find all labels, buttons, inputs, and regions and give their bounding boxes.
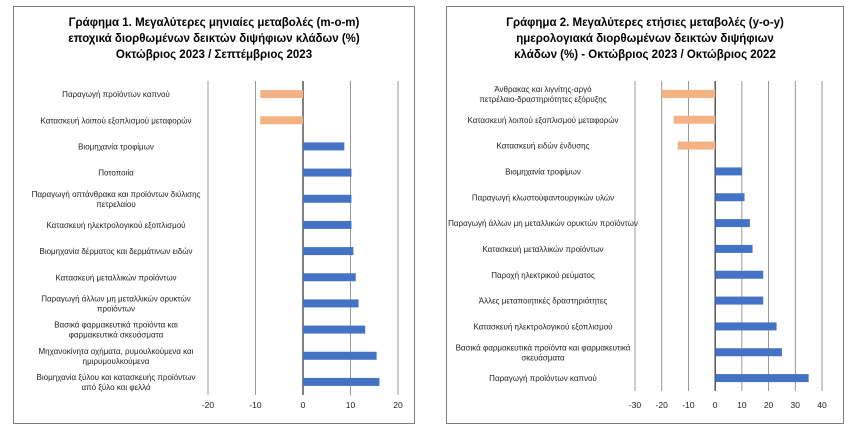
category-label: Κατασκευή ηλεκτρολογικού εξοπλισμού (46, 221, 185, 230)
x-tick-label: 10 (346, 400, 356, 410)
bar (303, 247, 354, 256)
bar (715, 348, 782, 357)
x-tick-label: -10 (682, 400, 695, 410)
category-label: Ποτοποιία (98, 169, 134, 178)
category-label: Βασικά φαρμακευτικά προϊόντα και φαρμακευ… (54, 321, 178, 340)
category-label: Κατασκευή μεταλλικών προϊόντων (482, 245, 603, 254)
chart-panel-2: Γράφημα 2. Μεγαλύτερες ετήσιες μεταβολές… (446, 6, 844, 424)
x-tick-label: 10 (737, 400, 747, 410)
category-label: Παραγωγή προϊόντων καπνού (489, 374, 597, 383)
category-label: Παραγωγή άλλων μη μεταλλικών ορυκτών προϊ… (41, 294, 190, 313)
category-label: Παροχή ηλεκτρικού ρεύματος (491, 271, 595, 280)
x-tick-label: -30 (629, 400, 642, 410)
category-label: Βιομηχανία τροφίμων (505, 167, 581, 176)
category-label: Παραγωγή προϊόντων καπνού (62, 90, 170, 99)
category-label: Κατασκευή λοιπού εξοπλισμού μεταφορών (40, 116, 191, 125)
bar (303, 351, 377, 360)
bar (303, 325, 366, 334)
category-label: Βιομηχανία ξύλου και κατασκευής προϊόντω… (37, 373, 196, 392)
category-label: Βασικά φαρμακευτικά προϊόντα και φαρμακε… (456, 343, 631, 362)
chart-title-1-line-2: εποχικά διορθωμένων δεικτών διψήφιων κλά… (68, 33, 360, 45)
category-label: Παραγωγή κλωστοϋφαντουργικών υλών (472, 193, 614, 202)
x-tick-label: 0 (713, 400, 718, 410)
category-label: Βιομηχανία τροφίμων (78, 142, 154, 151)
bar (715, 322, 777, 331)
bar (303, 168, 352, 177)
bar (715, 296, 764, 305)
chart-title-2-line-3: κλάδων (%) - Οκτώβριος 2023 / Οκτώβριος … (514, 49, 776, 61)
bar (715, 167, 742, 176)
category-label: Βιομηχανία δέρματος και δερμάτινων ειδών (39, 247, 192, 256)
bar (673, 115, 716, 124)
bar (715, 219, 750, 228)
category-label: Κατασκευή ειδών ένδυσης (497, 142, 590, 151)
category-label: Κατασκευή λοιπού εξοπλισμού μεταφορών (467, 116, 618, 125)
bar-chart-2: -30 -20 -10 0 10 20 30 40 Άνθρακας και λιγνίτης-… (448, 81, 827, 410)
bar (715, 374, 809, 383)
x-tick-label: 20 (764, 400, 774, 410)
bar (715, 244, 753, 253)
category-label: Κατασκευή ηλεκτρολογικού εξοπλισμού (473, 322, 612, 331)
x-tick-label: 20 (393, 400, 403, 410)
x-tick-label: -20 (202, 400, 215, 410)
chart-title-1-line-1: Γράφημα 1. Μεγαλύτερες μηνιαίες μεταβολέ… (68, 17, 360, 29)
category-label: Άλλες μεταποιητικές δραστηριότητες (479, 297, 608, 306)
bar (303, 194, 352, 203)
x-tick-label: -20 (656, 400, 669, 410)
bar (260, 90, 303, 99)
category-label: Άνθρακας και λιγνίτης-αργό πετρέλαιο-δρασ… (479, 85, 606, 104)
chart-title-2-line-2: ημερολογιακά διορθωμένων δεικτών διψήφιω… (516, 33, 774, 45)
chart-title-1: Γράφημα 1. Μεγαλύτερες μηνιαίες μεταβολέ… (14, 15, 414, 63)
category-label: Κατασκευή μεταλλικών προϊόντων (55, 273, 176, 282)
bar (260, 116, 303, 125)
x-tick-label: -10 (249, 400, 262, 410)
bar (715, 270, 764, 279)
chart-panel-1: Γράφημα 1. Μεγαλύτερες μηνιαίες μεταβολέ… (13, 6, 415, 424)
x-tick-label: 40 (817, 400, 827, 410)
bar (677, 141, 716, 150)
category-label: Μηχανοκίνητα οχήματα, ρυμουλκούμενα και η… (39, 347, 194, 366)
x-tick-label: 0 (301, 400, 306, 410)
bar (303, 273, 356, 282)
bar (303, 220, 352, 229)
x-tick-label: 30 (791, 400, 801, 410)
chart-title-1-line-3: Οκτώβριος 2023 / Σεπτέμβριος 2023 (115, 49, 313, 61)
bar (303, 377, 380, 386)
bar (661, 89, 716, 98)
category-label: Παραγωγή οπτάνθρακα και προϊόντων διύλισ… (32, 190, 201, 209)
bar (715, 193, 745, 202)
category-label: Παραγωγή άλλων μη μεταλλικών ορυκτών προ… (448, 219, 638, 228)
chart-title-2-line-1: Γράφημα 2. Μεγαλύτερες ετήσιες μεταβολές… (506, 17, 784, 29)
bar-chart-1: -20 -10 0 10 20 Παραγωγή προϊόντων καπνού Κατα… (32, 81, 403, 410)
bar (303, 299, 359, 308)
bar (303, 142, 345, 151)
chart-title-2: Γράφημα 2. Μεγαλύτερες ετήσιες μεταβολές… (447, 15, 843, 63)
